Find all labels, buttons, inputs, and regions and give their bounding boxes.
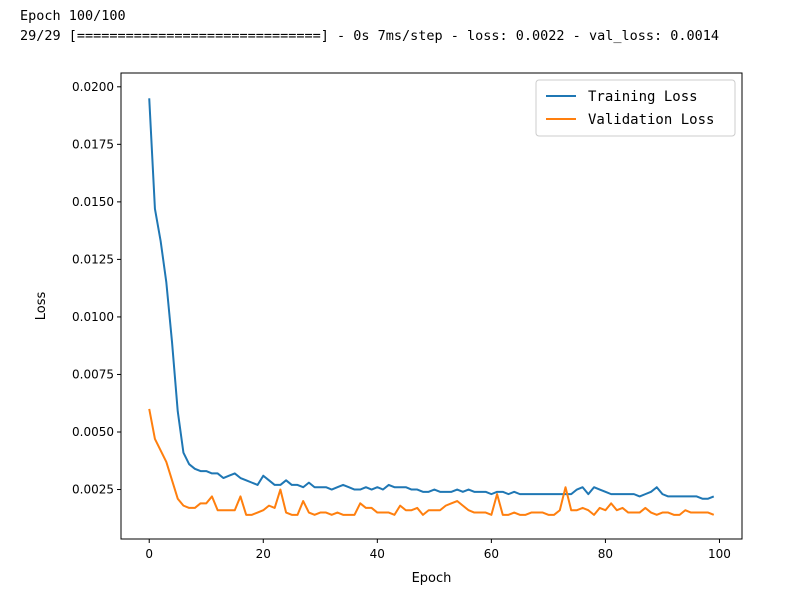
x-tick-label: 60 [484,547,499,561]
legend-box [535,79,736,137]
x-tick-label: 80 [598,547,613,561]
series-line-0 [148,98,715,500]
console-epoch-line: Epoch 100/100 [20,8,126,24]
y-tick-label: 0.0075 [72,367,114,381]
x-tick-label: 40 [370,547,385,561]
console-progress-line: 29/29 [==============================] -… [20,28,719,44]
legend-label-0: Training Loss [588,89,698,105]
y-tick-label: 0.0025 [72,483,114,497]
legend-label-1: Validation Loss [588,112,714,128]
x-tick-label: 100 [708,547,731,561]
y-tick-label: 0.0150 [72,195,114,209]
y-tick-label: 0.0100 [72,310,114,324]
series-line-1 [148,408,715,516]
console-output: Epoch 100/100 29/29 [====================… [20,6,719,46]
y-axis-label: Loss [34,292,49,321]
x-tick-label: 20 [256,547,271,561]
y-tick-label: 0.0125 [72,252,114,266]
y-tick-label: 0.0050 [72,425,114,439]
x-tick-label: 0 [145,547,153,561]
plot-frame [120,72,743,540]
y-tick-label: 0.0200 [72,80,114,94]
y-tick-label: 0.0175 [72,137,114,151]
x-axis-label: Epoch [412,571,452,586]
